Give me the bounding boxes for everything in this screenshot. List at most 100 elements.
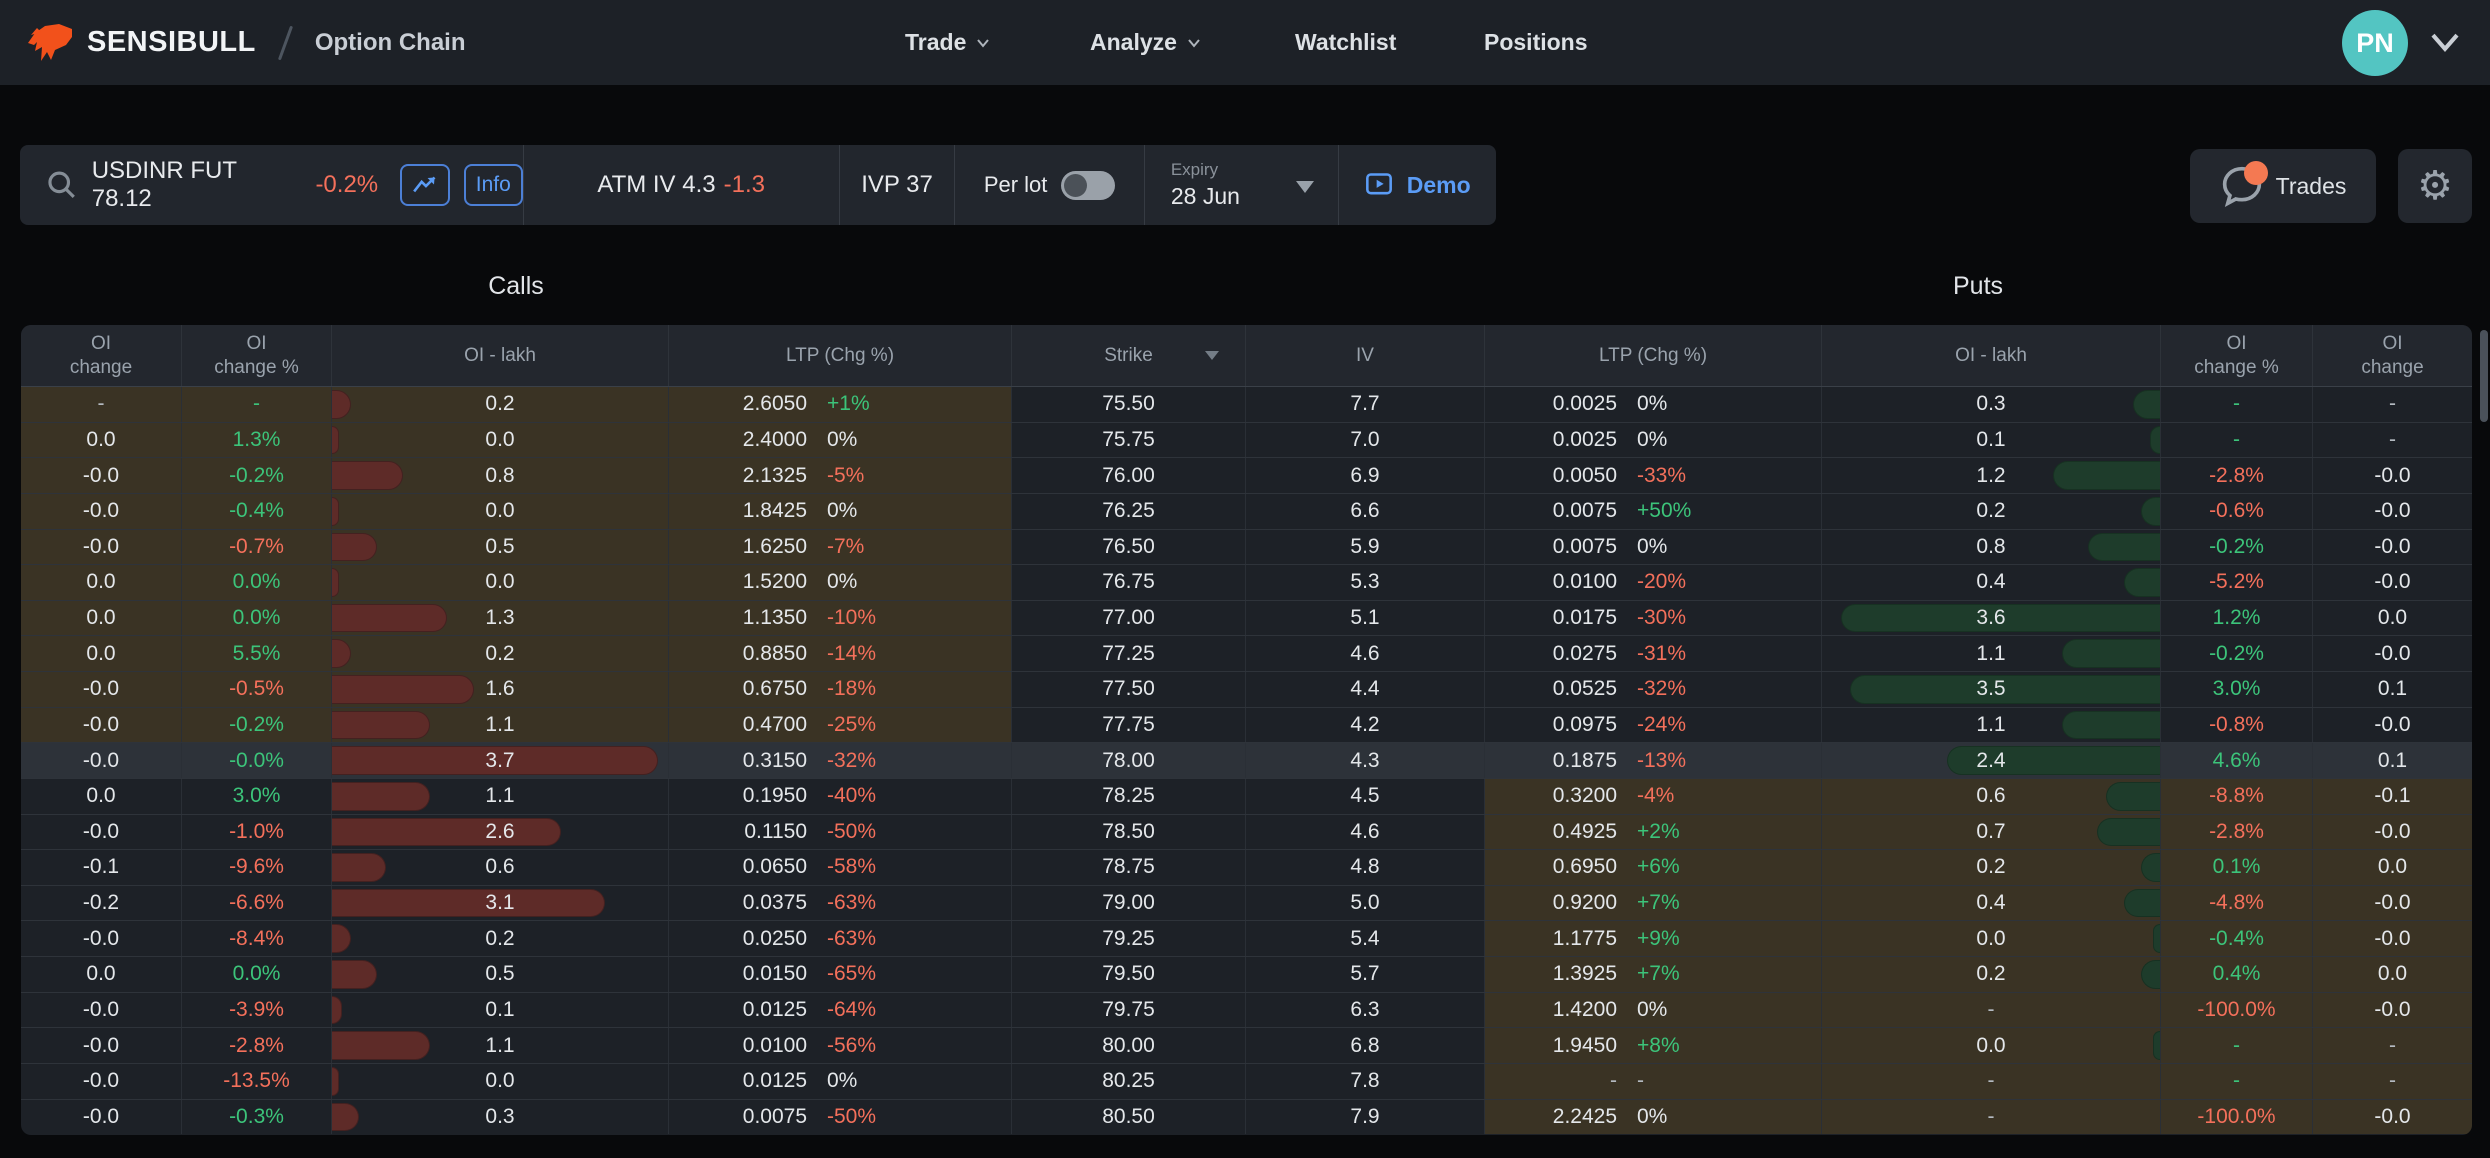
calls-oi-bar [332,675,474,704]
user-avatar[interactable]: PN [2342,10,2408,76]
calls-ltp-cell[interactable]: 0.0125 -64% [669,992,1012,1028]
expiry-dropdown[interactable]: Expiry 28 Jun [1143,145,1339,225]
option-row-78.50[interactable]: -0.0 -1.0% 2.6 0.1150 -50% 78.50 4.6 0.4925 +2% 0… [21,814,2472,851]
calls-ltp-cell[interactable]: 1.1350 -10% [669,600,1012,636]
calls-ltp-cell[interactable]: 0.1950 -40% [669,778,1012,814]
calls-ltp-cell[interactable]: 2.1325 -5% [669,458,1012,493]
puts-ltp-cell[interactable]: 0.0075 0% [1485,529,1822,565]
puts-ltp-cell[interactable]: 0.0050 -33% [1485,458,1822,493]
puts-ltp-cell[interactable]: 2.2425 0% [1485,1099,1822,1135]
puts-ltp-cell[interactable]: 0.6950 +6% [1485,850,1822,885]
puts-ltp-cell[interactable]: 0.0175 -30% [1485,600,1822,636]
calls-ltp-cell[interactable]: 0.8850 -14% [669,636,1012,671]
nav-analyze[interactable]: Analyze [1090,0,1201,85]
puts-ltp-cell[interactable]: 0.9200 +7% [1485,885,1822,921]
sensibull-logo-icon[interactable] [25,21,75,65]
puts-ltp-cell[interactable]: 1.1775 +9% [1485,921,1822,956]
calls-oi-bar [332,781,430,811]
chart-button[interactable] [400,164,450,206]
puts-ltp-cell[interactable]: 1.3925 +7% [1485,957,1822,992]
table-scrollbar-thumb[interactable] [2480,330,2488,422]
puts-ltp-cell[interactable]: 0.0525 -32% [1485,672,1822,707]
option-row-76.00[interactable]: -0.0 -0.2% 0.8 2.1325 -5% 76.00 6.9 0.0050 -33% 1… [21,458,2472,494]
brand-name[interactable]: SENSIBULL [87,26,256,58]
settings-button[interactable]: ⚙ [2398,149,2472,223]
option-row-79.50[interactable]: 0.0 0.0% 0.5 0.0150 -65% 79.50 5.7 1.3925 +7% 0.2… [21,957,2472,993]
calls-ltp-cell[interactable]: 1.6250 -7% [669,529,1012,565]
puts-ltp-cell[interactable]: 0.0975 -24% [1485,707,1822,743]
option-row-80.00[interactable]: -0.0 -2.8% 1.1 0.0100 -56% 80.00 6.8 1.9450 +8% 0… [21,1028,2472,1064]
strike-filter-icon[interactable] [1205,351,1219,360]
calls-ltp-cell[interactable]: 0.0150 -65% [669,957,1012,992]
demo-button[interactable]: Demo [1338,145,1496,225]
nav-positions[interactable]: Positions [1484,29,1588,55]
puts-ltp-cell[interactable]: 0.3200 -4% [1485,778,1822,814]
calls-ltp-cell[interactable]: 1.8425 0% [669,493,1012,529]
nav-trade[interactable]: Trade [905,0,990,85]
puts-ltp-cell[interactable]: -- [1485,1063,1822,1099]
info-button[interactable]: Info [463,164,523,206]
per-lot-toggle[interactable] [1061,170,1116,200]
option-row-80.25[interactable]: -0.0 -13.5% 0.0 0.0125 0% 80.25 7.8- - - - - [21,1063,2472,1100]
puts-ltp-cell[interactable]: 0.0275 -31% [1485,636,1822,671]
calls-ltp-cell[interactable]: 2.4000 0% [669,422,1012,458]
puts-oi-change-pct-cell: -100.0% [2161,992,2313,1028]
puts-oi-change-cell: 0.0 [2313,850,2472,885]
calls-oi-change-pct-cell: 0.0% [182,565,332,600]
calls-ltp-cell[interactable]: 0.0125 0% [669,1063,1012,1099]
calls-ltp-cell[interactable]: 0.4700 -25% [669,707,1012,743]
instrument-search[interactable]: USDINR FUT 78.12 -0.2% Info [20,145,523,225]
puts-ltp-cell[interactable]: 0.0100 -20% [1485,565,1822,600]
puts-oi-bar [2088,532,2160,562]
puts-ltp-cell[interactable]: 0.1875 -13% [1485,743,1822,778]
option-row-77.00[interactable]: 0.0 0.0% 1.3 1.1350 -10% 77.00 5.1 0.0175 -30% 3.… [21,600,2472,637]
calls-ltp-cell[interactable]: 0.3150 -32% [669,743,1012,778]
puts-ltp-cell[interactable]: 0.0075 +50% [1485,493,1822,529]
atm-iv-value: 4.3 [682,171,716,198]
puts-oi-bar [2123,888,2160,918]
puts-ltp-cell[interactable]: 1.9450 +8% [1485,1028,1822,1063]
option-row-78.00[interactable]: -0.0 -0.0% 3.7 0.3150 -32% 78.00 4.3 0.1875 -13%… [21,743,2472,779]
calls-ltp-cell[interactable]: 1.5200 0% [669,565,1012,600]
puts-ltp-cell[interactable]: 0.4925 +2% [1485,814,1822,850]
strike-cell: 78.75 [1012,850,1246,885]
expiry-chevron-icon[interactable] [1296,181,1315,193]
calls-ltp-cell[interactable]: 2.6050 +1% [669,387,1012,422]
col-header-0: OI change [21,325,182,386]
puts-oi-change-pct-cell: -0.8% [2161,707,2313,743]
puts-oi-change-pct-cell: - [2161,387,2313,422]
account-chevron-down-icon[interactable] [2428,30,2462,54]
calls-ltp-cell[interactable]: 0.0650 -58% [669,850,1012,885]
option-row-76.25[interactable]: -0.0 -0.4% 0.0 1.8425 0% 76.25 6.6 0.0075 +50% 0.… [21,493,2472,530]
calls-oi-change-pct-cell: 1.3% [182,422,332,458]
option-row-79.00[interactable]: -0.2 -6.6% 3.1 0.0375 -63% 79.00 5.0 0.9200 +7% 0… [21,885,2472,922]
calls-ltp-cell[interactable]: 0.0375 -63% [669,885,1012,921]
option-row-78.25[interactable]: 0.0 3.0% 1.1 0.1950 -40% 78.25 4.5 0.3200 -4% 0.6… [21,778,2472,815]
calls-ltp-cell[interactable]: 0.0250 -63% [669,921,1012,956]
iv-cell: 4.6 [1246,636,1485,671]
calls-ltp-cell[interactable]: 0.1150 -50% [669,814,1012,850]
demo-label: Demo [1406,171,1471,198]
option-row-75.75[interactable]: 0.0 1.3% 0.0 2.4000 0% 75.75 7.0 0.0025 0% 0.1- - [21,422,2472,459]
option-row-76.50[interactable]: -0.0 -0.7% 0.5 1.6250 -7% 76.50 5.9 0.0075 0% 0.8… [21,529,2472,566]
calls-ltp-cell[interactable]: 0.6750 -18% [669,672,1012,707]
calls-ltp-cell[interactable]: 0.0100 -56% [669,1028,1012,1063]
option-row-78.75[interactable]: -0.1 -9.6% 0.6 0.0650 -58% 78.75 4.8 0.6950 +6% 0… [21,850,2472,886]
puts-oi-change-cell: - [2389,392,2396,416]
option-row-77.75[interactable]: -0.0 -0.2% 1.1 0.4700 -25% 77.75 4.2 0.0975 -24%… [21,707,2472,744]
iv-cell: 5.0 [1246,885,1485,921]
nav-watchlist[interactable]: Watchlist [1295,29,1397,55]
puts-oi-change-cell: 0.0 [2313,957,2472,992]
puts-ltp-cell[interactable]: 1.4200 0% [1485,992,1822,1028]
trades-button[interactable]: Trades [2190,149,2376,223]
puts-ltp-cell[interactable]: 0.0025 0% [1485,422,1822,458]
option-row-79.75[interactable]: -0.0 -3.9% 0.1 0.0125 -64% 79.75 6.3 1.4200 0% - -… [21,992,2472,1029]
option-row-76.75[interactable]: 0.0 0.0% 0.0 1.5200 0% 76.75 5.3 0.0100 -20% 0.4-… [21,565,2472,601]
calls-ltp-cell[interactable]: 0.0075 -50% [669,1099,1012,1135]
puts-ltp-cell[interactable]: 0.0025 0% [1485,387,1822,422]
option-row-77.50[interactable]: -0.0 -0.5% 1.6 0.6750 -18% 77.50 4.4 0.0525 -32%… [21,672,2472,708]
option-row-80.50[interactable]: -0.0 -0.3% 0.3 0.0075 -50% 80.50 7.9 2.2425 0% - -… [21,1099,2472,1135]
option-row-77.25[interactable]: 0.0 5.5% 0.2 0.8850 -14% 77.25 4.6 0.0275 -31% 1.… [21,636,2472,672]
option-row-75.50[interactable]: - -0.2 2.6050 +1% 75.50 7.7 0.0025 0% 0.3- - [21,387,2472,423]
option-row-79.25[interactable]: -0.0 -8.4% 0.2 0.0250 -63% 79.25 5.4 1.1775 +9% 0… [21,921,2472,957]
